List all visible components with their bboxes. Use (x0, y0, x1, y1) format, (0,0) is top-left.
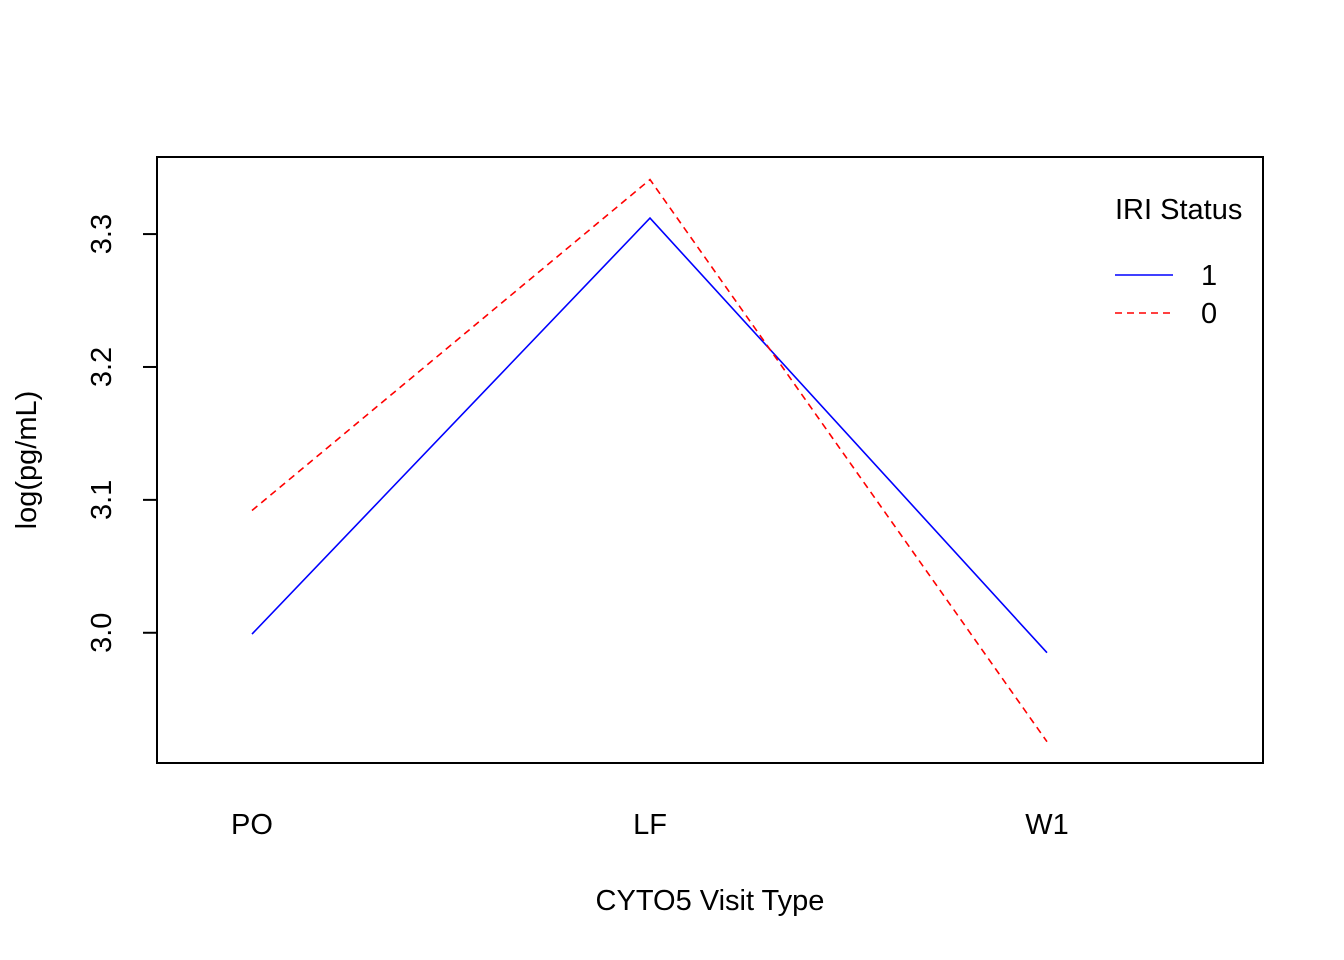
x-axis-label: CYTO5 Visit Type (596, 885, 825, 917)
x-tick-label: LF (633, 809, 667, 841)
legend-label-0: 0 (1201, 298, 1217, 330)
y-axis-label: log(pg/mL) (11, 391, 43, 530)
x-tick-labels: PO LF W1 (231, 809, 1069, 841)
y-tick-label: 3.0 (86, 613, 118, 653)
plot-frame (156, 156, 1264, 764)
series-layer (251, 178, 1048, 743)
series-line-1 (251, 216, 1048, 654)
y-tick-label: 3.1 (86, 480, 118, 520)
y-axis: 3.0 3.1 3.2 3.3 (86, 214, 158, 653)
y-tick-label: 3.3 (86, 214, 118, 254)
x-tick-label: W1 (1025, 809, 1069, 841)
legend: IRI Status 1 0 (1115, 194, 1242, 330)
legend-label-1: 1 (1201, 260, 1217, 292)
series-line-0 (251, 178, 1048, 743)
y-tick-label: 3.2 (86, 347, 118, 387)
legend-title: IRI Status (1115, 194, 1242, 226)
x-tick-label: PO (231, 809, 273, 841)
